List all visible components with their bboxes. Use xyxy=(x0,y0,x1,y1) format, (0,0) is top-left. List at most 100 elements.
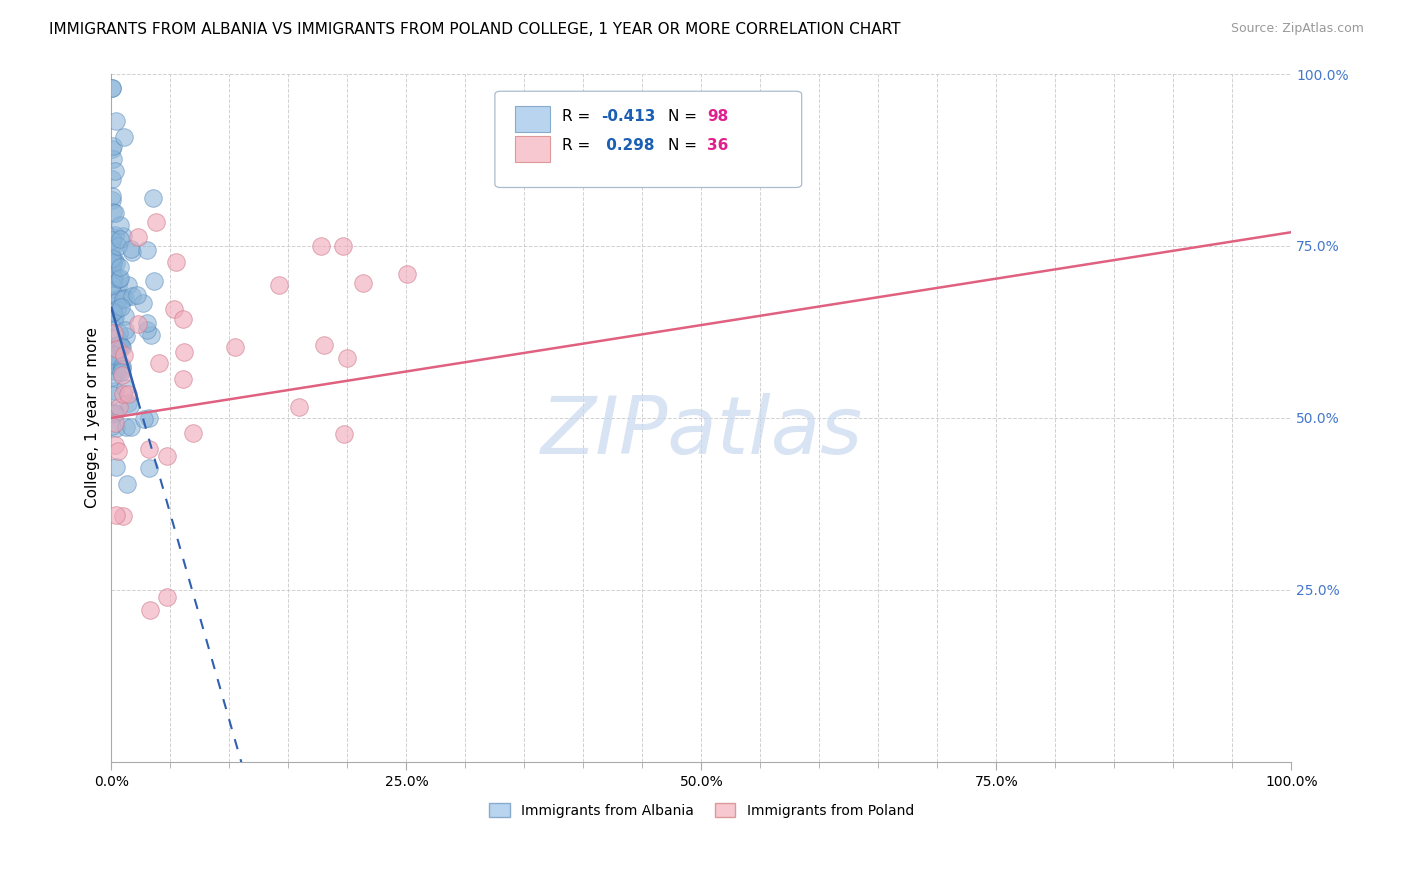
Point xyxy=(111,359,134,373)
Point xyxy=(101,80,124,95)
Text: ZIPatlas: ZIPatlas xyxy=(540,392,862,471)
Point xyxy=(156,449,179,463)
Point xyxy=(101,188,124,202)
Point xyxy=(103,138,125,153)
Point xyxy=(101,143,124,157)
Text: R =: R = xyxy=(562,109,595,124)
Point xyxy=(114,329,136,343)
Point xyxy=(135,322,157,336)
FancyBboxPatch shape xyxy=(515,136,550,162)
Point xyxy=(107,239,129,253)
Point xyxy=(107,444,129,458)
Point xyxy=(111,368,134,383)
Point xyxy=(105,508,128,522)
Point xyxy=(117,387,139,401)
Point xyxy=(103,270,125,285)
Point xyxy=(108,218,131,232)
Point xyxy=(105,330,128,344)
Point xyxy=(312,337,335,351)
Point xyxy=(101,357,124,371)
Point xyxy=(183,425,205,440)
Point xyxy=(101,256,124,270)
Text: N =: N = xyxy=(668,138,702,153)
Y-axis label: College, 1 year or more: College, 1 year or more xyxy=(86,327,100,508)
Point xyxy=(139,603,162,617)
Point xyxy=(121,245,143,260)
Point xyxy=(101,229,124,244)
Point xyxy=(108,272,131,286)
Point xyxy=(105,342,128,356)
Point xyxy=(108,232,131,246)
Point xyxy=(309,238,332,252)
Text: Source: ZipAtlas.com: Source: ZipAtlas.com xyxy=(1230,22,1364,36)
Point xyxy=(132,295,155,310)
Point xyxy=(103,206,125,220)
Point xyxy=(127,317,149,331)
Point xyxy=(117,277,139,292)
Text: N =: N = xyxy=(668,109,702,124)
Point xyxy=(108,401,131,415)
Point xyxy=(395,267,418,281)
Point xyxy=(117,395,139,409)
Point xyxy=(104,164,127,178)
Point xyxy=(111,340,134,354)
Point xyxy=(114,323,136,337)
FancyBboxPatch shape xyxy=(515,106,550,133)
Text: R =: R = xyxy=(562,138,595,153)
Point xyxy=(121,289,143,303)
Point xyxy=(125,288,148,302)
Point xyxy=(172,371,194,385)
Point xyxy=(104,384,127,399)
Point xyxy=(107,326,129,340)
Point xyxy=(101,277,124,292)
Point xyxy=(101,294,124,309)
Point xyxy=(104,256,127,270)
Point xyxy=(107,338,129,352)
Point xyxy=(108,260,131,274)
Point xyxy=(103,348,125,362)
Point xyxy=(101,418,124,433)
Point xyxy=(104,113,127,128)
Text: 0.298: 0.298 xyxy=(602,138,655,153)
Point xyxy=(110,339,132,353)
Point xyxy=(104,421,127,435)
Point xyxy=(112,292,135,306)
Point xyxy=(138,411,160,425)
Point xyxy=(101,238,124,252)
Point xyxy=(101,305,124,319)
Point xyxy=(336,351,359,366)
Point xyxy=(267,277,290,292)
FancyBboxPatch shape xyxy=(495,91,801,187)
Point xyxy=(132,412,155,426)
Point xyxy=(148,356,170,370)
Point xyxy=(101,152,124,166)
Point xyxy=(103,299,125,313)
Text: 98: 98 xyxy=(707,109,728,124)
Point xyxy=(101,243,124,257)
Text: 36: 36 xyxy=(707,138,728,153)
Text: -0.413: -0.413 xyxy=(602,109,655,124)
Point xyxy=(117,477,139,491)
Point xyxy=(101,306,124,320)
Point xyxy=(101,172,124,186)
Legend: Immigrants from Albania, Immigrants from Poland: Immigrants from Albania, Immigrants from… xyxy=(484,797,920,823)
Point xyxy=(352,276,374,290)
Point xyxy=(104,351,127,366)
Point xyxy=(101,408,124,422)
Point xyxy=(333,427,356,442)
Point xyxy=(142,274,165,288)
Point xyxy=(120,399,142,413)
Point xyxy=(173,344,195,359)
Point xyxy=(105,365,128,379)
Point xyxy=(101,252,124,266)
Point xyxy=(108,292,131,306)
Point xyxy=(110,365,132,379)
Point xyxy=(104,406,127,420)
Point xyxy=(120,243,142,257)
Point xyxy=(103,314,125,328)
Point xyxy=(163,302,186,317)
Point xyxy=(111,229,134,244)
Point xyxy=(127,230,149,244)
Point xyxy=(101,193,124,207)
Point xyxy=(165,255,187,269)
